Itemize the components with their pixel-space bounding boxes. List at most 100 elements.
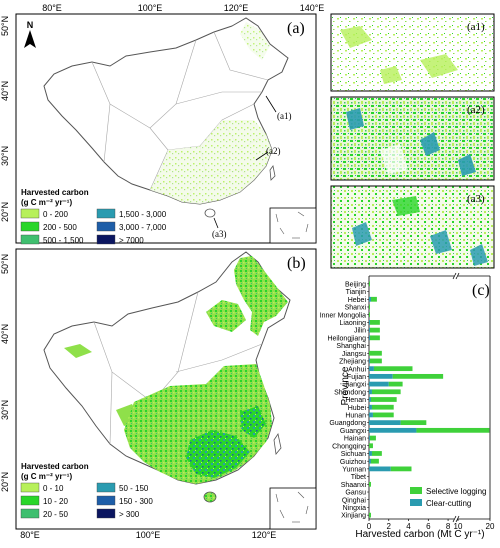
- harvest-pixels-ne-a: [240, 22, 270, 60]
- south-china-sea-dashes-b: [275, 491, 309, 523]
- inset-a2-clearcuts: [346, 108, 476, 176]
- legend-label: 200 - 500: [43, 223, 77, 232]
- legend-swatch: [20, 508, 40, 519]
- y-axis-title: Province: [340, 366, 351, 405]
- bar-selective-logging: [371, 404, 394, 410]
- bar-clear-cutting: [369, 327, 370, 333]
- bar-clear-cutting: [369, 466, 391, 472]
- harvest-blue-fujian-b: [240, 406, 266, 438]
- y-tick-label: Guangxi: [340, 428, 367, 435]
- bar-clear-cutting: [369, 373, 393, 379]
- x-tick-label: 4: [406, 522, 411, 531]
- harvest-pixels-a: [150, 120, 272, 204]
- panel-c-label: (c): [472, 282, 490, 299]
- x-tick-label: 2: [387, 522, 392, 531]
- bar-selective-logging: [371, 389, 401, 395]
- north-arrow-icon: N: [24, 20, 36, 48]
- bar-selective-logging: [416, 427, 490, 433]
- legend-swatch: [96, 221, 116, 232]
- legend-swatch: [20, 221, 40, 232]
- legend-label: Selective logging: [426, 487, 486, 496]
- panel-b-label: (b): [287, 255, 306, 272]
- tick-label: 100°E: [138, 3, 163, 13]
- inset-label: (a1): [467, 21, 485, 33]
- tick-label: 100°E: [136, 530, 161, 540]
- bar-selective-logging: [370, 296, 377, 302]
- legend-unit: (g C m⁻² yr⁻¹): [21, 198, 72, 207]
- legend-label: 20 - 50: [43, 510, 68, 519]
- tick-label: 20°N: [0, 472, 10, 492]
- bar-selective-logging: [371, 451, 382, 456]
- bar-selective-logging: [370, 458, 379, 464]
- harvest-ne-forest-b: [234, 256, 288, 336]
- y-tick-label: Jilin: [354, 328, 366, 335]
- axis-break-mark: [455, 272, 460, 280]
- y-tick-label: Henan: [345, 397, 366, 404]
- bar-chart: 0 2 4 6 8 10 20 BeijingTianjinHebeiShanxiInner …: [320, 272, 495, 531]
- legend-swatch: [20, 208, 40, 219]
- inset-a3-clearcuts: [352, 222, 488, 266]
- axis-break-gap: [454, 273, 458, 279]
- legend-label: 0 - 10: [43, 484, 64, 493]
- legend-swatch: [96, 208, 116, 219]
- south-china-sea-dashes-a: [275, 211, 309, 239]
- bar-clear-cutting: [369, 458, 371, 464]
- legend-swatch: [96, 234, 116, 245]
- legend-unit: (g C m⁻² yr⁻¹): [21, 472, 72, 481]
- harvest-ne-spur-b: [206, 300, 246, 332]
- inset-a3-patches: [392, 196, 420, 216]
- x-tick-label: 10: [454, 522, 463, 531]
- y-tick-label: Fujian: [347, 374, 366, 381]
- bar-clear-cutting: [369, 366, 374, 372]
- bar-selective-logging: [373, 366, 413, 372]
- bar-clear-cutting: [369, 412, 373, 418]
- tick-label: 120°E: [252, 530, 277, 540]
- tick-label: 80°E: [20, 530, 40, 540]
- axis-break-mark: [452, 515, 457, 523]
- tick-label: 50°N: [0, 254, 10, 274]
- legend-swatch: [20, 482, 40, 493]
- panel-b-bottom-ticks: 80°E 100°E 120°E: [20, 530, 276, 540]
- bar-clear-cutting: [369, 397, 371, 402]
- y-tick-label: Hainan: [344, 436, 366, 443]
- legend-label: > 300: [119, 510, 140, 519]
- bar-clear-cutting: [369, 320, 370, 325]
- bar-selective-logging: [369, 327, 380, 333]
- legend-b: Harvested carbon (g C m⁻² yr⁻¹) 0 - 10 10…: [20, 462, 153, 519]
- taiwan-island: [269, 165, 276, 181]
- harvest-blue-core-b: [186, 430, 250, 478]
- tick-label: 40°N: [0, 324, 10, 344]
- y-tick-label: Jiangxi: [344, 382, 366, 389]
- bar-selective-logging: [390, 466, 412, 472]
- bar-clear-cutting: [369, 381, 389, 387]
- panel-b-left-ticks: 50°N 40°N 30°N 20°N: [0, 254, 10, 492]
- y-tick-label: Heilongjiang: [327, 335, 366, 342]
- callout-label: (a2): [266, 146, 281, 156]
- y-tick-label: Jiangsu: [342, 351, 366, 358]
- bar-clear-cutting: [369, 404, 372, 410]
- panel-a: 80°E 100°E 120°E 140°E 50°N 40°N 30°N 20…: [0, 3, 324, 245]
- inset-label: (a3): [467, 193, 485, 205]
- south-china-sea-inset-a: [269, 207, 317, 244]
- y-tick-label: Tianjin: [346, 289, 366, 296]
- tick-label: 120°E: [224, 3, 249, 13]
- bar-selective-logging: [369, 443, 373, 449]
- bar-clear-cutting: [369, 451, 372, 456]
- legend-swatch: [20, 495, 40, 506]
- axis-break-gap: [454, 516, 458, 522]
- legend-label: Clear-cutting: [426, 499, 471, 508]
- inset-a2-gap: [380, 144, 408, 174]
- y-tick-label: Beijing: [345, 281, 366, 288]
- legend-title: Harvested carbon: [21, 188, 89, 197]
- inset-label: (a2): [467, 104, 485, 116]
- bar-selective-logging: [369, 435, 376, 441]
- x-tick-label: 20: [486, 522, 495, 531]
- tick-label: 80°E: [42, 3, 62, 13]
- axis-break-mark: [452, 272, 457, 280]
- hainan-island-b: [203, 491, 217, 503]
- legend-label: > 7000: [119, 236, 144, 245]
- tick-label: 40°N: [0, 81, 10, 101]
- hainan-island: [204, 208, 216, 218]
- inset-a3: (a3): [330, 185, 495, 269]
